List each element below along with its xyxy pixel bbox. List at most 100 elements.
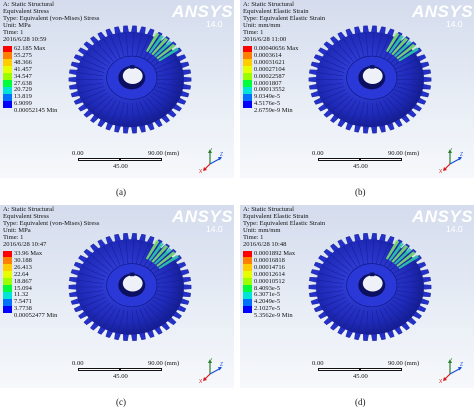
legend-swatch: [3, 298, 12, 306]
header-line: Unit: MPa: [3, 22, 31, 30]
legend-swatch: [243, 298, 252, 306]
gear-tooth-edge: [154, 266, 179, 278]
gear-tooth-edge: [154, 58, 179, 70]
gear-tooth-edge: [139, 101, 150, 125]
gear-tooth-edge: [357, 32, 365, 57]
gear-tooth-edge: [135, 309, 143, 334]
legend-label: 15.094: [14, 284, 32, 292]
bevel-gear-model[interactable]: [40, 6, 220, 144]
header-line: A: Static Structural: [243, 1, 294, 8]
gear-tooth-edge: [396, 82, 424, 87]
scale-bar: 0.00 90.00 (mm) 45.00: [70, 360, 180, 386]
result-viewport[interactable]: A: Static Structural Equivalent Stress Typ…: [0, 0, 234, 178]
gear-tooth-edge: [110, 308, 121, 332]
legend-swatch: [3, 86, 12, 94]
result-viewport[interactable]: A: Static Structural Equivalent Elastic S…: [240, 0, 474, 178]
legend-label: 0.00016818: [254, 256, 285, 264]
ansys-logo: ANSYS: [412, 207, 474, 226]
gear-tooth-edge: [394, 89, 419, 101]
gear-tooth-edge: [395, 293, 422, 302]
legend-label: 0.00022587: [254, 72, 285, 80]
gear-tooth-edge: [330, 254, 351, 272]
legend-swatch: [243, 73, 252, 81]
gear-tooth-edge: [152, 259, 175, 275]
legend-label: 6.9099: [14, 100, 32, 108]
gear-tooth-edge: [81, 266, 106, 278]
result-viewport[interactable]: A: Static Structural Equivalent Elastic S…: [240, 205, 474, 388]
gear-tooth-edge: [85, 92, 108, 107]
header-line: 2016/6/28 10:48: [243, 241, 287, 249]
legend-label: 7.5471: [14, 298, 32, 306]
axis-triad-icon[interactable]: Y Z X: [198, 148, 224, 174]
ansys-logo: ANSYS: [172, 207, 234, 226]
gear-tooth-edge: [85, 52, 108, 67]
gear-tooth-edge: [139, 34, 150, 58]
legend-label: 18.867: [14, 277, 32, 285]
gear-tooth-edge: [396, 279, 424, 284]
legend-label: 5.3562e-9 Min: [254, 312, 293, 320]
gear-tooth-edge: [131, 31, 135, 57]
gear-tooth-edge: [383, 245, 398, 267]
scale-bar-left: [78, 158, 120, 161]
gear-tooth-edge: [131, 310, 135, 335]
gear-tooth-edge: [78, 272, 105, 281]
legend-label: 13.819: [14, 93, 32, 101]
gear-tooth-edge: [394, 58, 419, 70]
scale-left-label: 0.00: [72, 150, 84, 157]
axis-triad-icon[interactable]: Y Z X: [438, 358, 464, 384]
gear-tooth-edge: [389, 302, 410, 320]
legend-swatch: [243, 80, 252, 87]
gear-tooth-edge: [96, 305, 114, 325]
legend-label: 0.0001807: [254, 79, 282, 87]
axis-triad-icon[interactable]: Y Z X: [198, 358, 224, 384]
gear-tooth-edge: [371, 239, 375, 264]
legend-swatch: [243, 291, 252, 299]
gear-keyway: [130, 65, 135, 69]
gear-tooth-edge: [135, 102, 143, 127]
stress-hotspot: [396, 251, 416, 267]
gear-tooth-edge: [117, 102, 125, 127]
gear-tooth-edge: [394, 296, 419, 308]
version-label: 14.0: [206, 224, 223, 234]
scale-left-label: 0.00: [72, 360, 84, 367]
gear-tooth-edge: [383, 307, 398, 329]
legend-label: 48.366: [14, 58, 32, 66]
svg-text:Z: Z: [220, 152, 223, 158]
stress-hotspot: [388, 242, 404, 261]
result-viewport[interactable]: A: Static Structural Equivalent Stress Typ…: [0, 205, 234, 388]
legend-label: 27.638: [14, 79, 32, 87]
figure-caption: (b): [355, 187, 366, 197]
gear-tooth-edge: [85, 259, 108, 275]
gear-tooth-edge: [143, 38, 158, 60]
gear-tooth-edge: [386, 305, 404, 325]
legend-label: 0.00013552: [254, 86, 285, 94]
gear-tooth-edge: [78, 65, 105, 73]
gear-tooth-edge: [330, 46, 351, 64]
legend-swatch: [3, 257, 12, 265]
gear-tooth-edge: [81, 89, 106, 101]
gear-tooth-edge: [139, 242, 150, 266]
legend-swatch: [3, 80, 12, 87]
stress-hotspot: [393, 40, 413, 58]
svg-text:Z: Z: [460, 152, 463, 158]
figure-caption: (a): [116, 187, 126, 197]
gear-tooth-edge: [357, 240, 365, 265]
gear-tooth-edge: [316, 72, 344, 77]
gear-keyway: [370, 272, 375, 277]
gear-tooth-edge: [392, 52, 415, 67]
bevel-gear-model[interactable]: [280, 6, 460, 144]
stress-hotspot: [148, 242, 164, 261]
scale-bar-right: [120, 158, 162, 161]
gear-tooth-edge: [143, 245, 158, 267]
legend-swatch: [3, 66, 12, 74]
header-line: Type: Equivalent Elastic Strain: [243, 220, 326, 228]
scale-bar-right: [360, 158, 402, 161]
gear-tooth-edge: [117, 309, 125, 334]
legend-label: 8.4093e-5: [254, 284, 281, 292]
gear-tooth-edge: [143, 307, 158, 329]
bevel-gear-model[interactable]: [280, 211, 460, 354]
scale-right-label: 90.00 (mm): [388, 360, 420, 367]
axis-triad-icon[interactable]: Y Z X: [438, 148, 464, 174]
bevel-gear-model[interactable]: [40, 211, 220, 354]
header-line: Type: Equivalent (von-Mises) Stress: [3, 220, 100, 228]
